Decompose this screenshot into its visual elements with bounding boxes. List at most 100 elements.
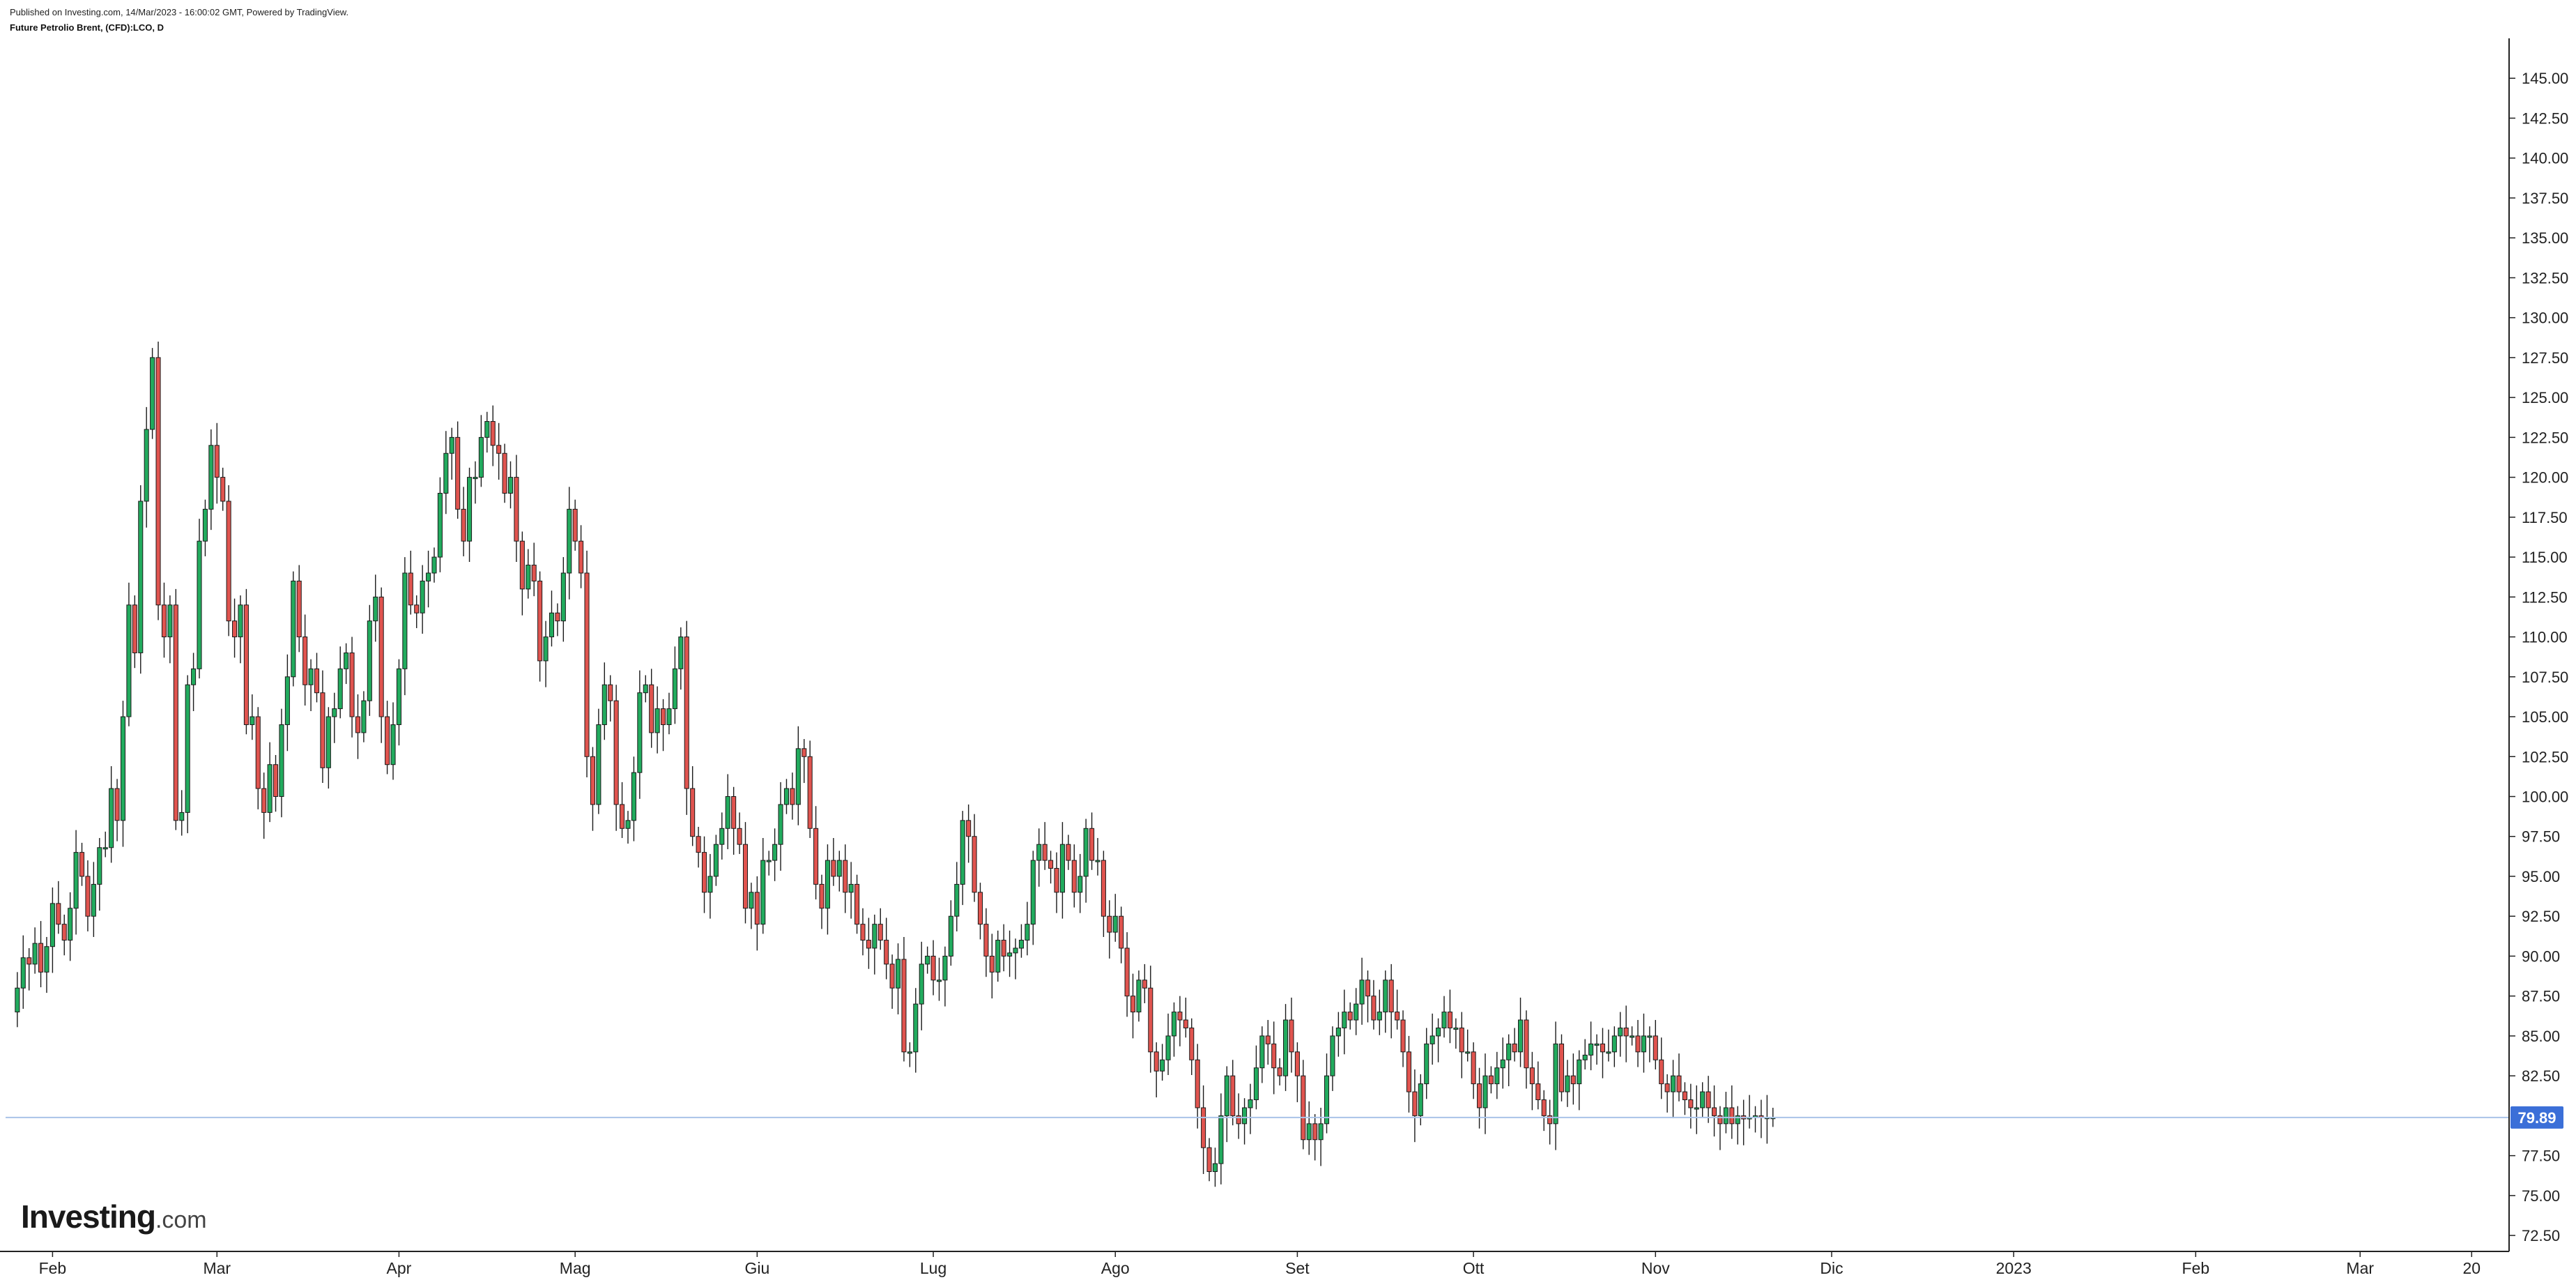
x-tick-label: Giu [744, 1259, 769, 1277]
price-axis-ticks: 145.00 142.50 140.00 137.50 135.00 132.50 130.… [2509, 70, 2568, 1244]
candle-up [1723, 1107, 1728, 1125]
candle-down [1271, 1043, 1277, 1069]
candle-up [643, 684, 648, 694]
candle-down [490, 420, 496, 446]
candle-down [983, 924, 989, 957]
candle-down [1477, 1083, 1482, 1108]
candle-down [620, 804, 625, 829]
candle-down [378, 596, 384, 717]
candle-up [631, 772, 636, 821]
candle-up [601, 684, 607, 725]
candle-up [402, 572, 408, 669]
x-tick-label: Mar [2346, 1259, 2374, 1277]
candle-up [625, 820, 631, 829]
candle-down [701, 852, 707, 893]
candle-up [1565, 1075, 1570, 1092]
candle-up [1647, 1035, 1653, 1038]
candle-down [1066, 844, 1071, 861]
candle-up [1618, 1027, 1623, 1037]
candle-up [1025, 924, 1030, 941]
candle-up [942, 955, 948, 981]
candle-down [1001, 940, 1006, 957]
candle-down [819, 883, 825, 909]
y-tick-label: 120.00 [2522, 469, 2568, 487]
candle-down [1729, 1107, 1735, 1125]
x-tick-label: Mag [560, 1259, 591, 1277]
candle-down [813, 828, 819, 885]
candle-down [1130, 996, 1136, 1013]
candle-up [44, 946, 49, 973]
candle-up [473, 477, 478, 480]
candle-up [1577, 1059, 1582, 1085]
y-tick-label: 85.00 [2522, 1028, 2560, 1045]
candle-up [1165, 1035, 1171, 1060]
candle-down [860, 924, 866, 941]
candle-up [549, 612, 555, 638]
candle-up [337, 668, 343, 710]
candle-down [1412, 1091, 1418, 1116]
candle-down [1236, 1115, 1241, 1125]
candle-up [1482, 1075, 1488, 1108]
candle-down [690, 788, 696, 837]
y-tick-label: 127.50 [2522, 349, 2568, 367]
y-tick-label: 110.00 [2522, 629, 2568, 646]
candle-up [1259, 1035, 1265, 1069]
candle-up [567, 508, 572, 574]
candle-down [1265, 1035, 1271, 1044]
candle-up [91, 883, 96, 917]
candle-down [1177, 1012, 1183, 1021]
y-tick-label: 102.50 [2522, 748, 2568, 765]
candle-up [1253, 1067, 1259, 1101]
x-tick-label: Dic [1820, 1259, 1843, 1277]
candle-up [1441, 1012, 1447, 1028]
y-tick-label: 117.50 [2522, 509, 2568, 526]
candle-up [707, 876, 713, 893]
candle-down [355, 716, 361, 733]
candle-up [895, 959, 901, 989]
candle-up [678, 637, 684, 669]
candle-up [467, 477, 473, 542]
candle-down [1230, 1075, 1236, 1116]
candle-up [308, 668, 314, 685]
candle-down [1195, 1059, 1200, 1108]
candle-up [526, 565, 531, 590]
x-tick-label: Set [1285, 1259, 1310, 1277]
instrument-title: Future Petrolio Brent, (CFD):LCO, D [10, 22, 164, 33]
candle-up [443, 452, 449, 494]
candle-up [713, 844, 719, 877]
candle-down [255, 716, 261, 789]
candle-down [514, 477, 519, 542]
candle-up [795, 748, 801, 805]
candle-down [1153, 1051, 1159, 1072]
candle-up [325, 716, 331, 768]
candle-down [802, 748, 807, 757]
candle-down [220, 477, 226, 502]
candle-down [1388, 980, 1394, 1013]
candle-down [590, 756, 595, 805]
candle-down [1042, 844, 1048, 861]
candle-down [1289, 1019, 1294, 1053]
candle-up [1494, 1067, 1500, 1085]
candle-down [1688, 1099, 1694, 1108]
y-tick-label: 82.50 [2522, 1067, 2560, 1085]
candle-up [936, 980, 942, 982]
candle-up [179, 812, 185, 821]
candle-down [989, 955, 995, 973]
candle-up [390, 724, 396, 765]
candle-up [1112, 915, 1118, 933]
candle-up [373, 596, 378, 622]
x-tick-label: 20 [2463, 1259, 2481, 1277]
candle-down [461, 508, 466, 542]
candle-up [437, 493, 443, 558]
x-tick-label: Mar [203, 1259, 231, 1277]
candle-down [1447, 1012, 1452, 1028]
candle-up [1359, 980, 1365, 1005]
x-tick-label: Nov [1641, 1259, 1670, 1277]
candle-up [109, 788, 114, 848]
candle-up [1429, 1035, 1435, 1044]
candle-up [250, 716, 255, 725]
candle-up [596, 724, 601, 805]
candle-down [572, 508, 578, 542]
candle-down [314, 668, 320, 694]
